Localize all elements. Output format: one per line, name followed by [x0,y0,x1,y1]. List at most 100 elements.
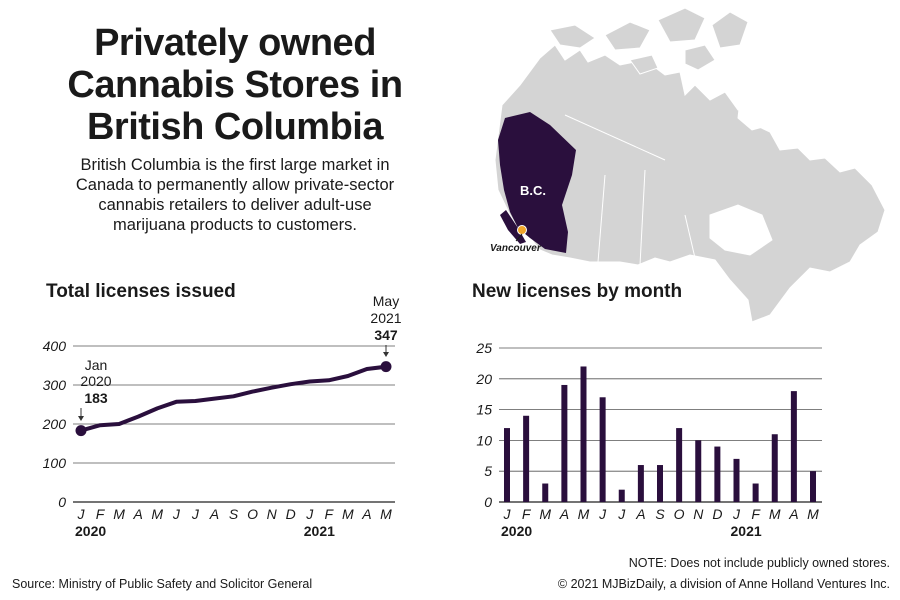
y-tick-label: 300 [43,377,67,393]
x-tick-label: J [732,506,741,522]
bar [542,483,549,502]
bc-region-label: B.C. [520,183,546,198]
year-label: 2020 [501,523,532,539]
bar [504,428,510,502]
annotation-end-label: May [373,293,399,309]
source-text: Source: Ministry of Public Safety and So… [12,577,313,591]
subtitle: British Columbia is the first large mark… [30,155,440,235]
year-label: 2020 [75,523,106,539]
vancouver-label: Vancouver [490,243,542,254]
x-tick-label: J [172,506,181,522]
y-tick-label: 400 [43,338,67,354]
annotation-end-arrowhead [383,352,389,357]
x-tick-label: S [229,506,239,522]
x-tick-label: F [751,506,761,522]
bar [523,415,530,502]
annotation-end-label: 2021 [370,310,401,326]
y-tick-label: 10 [476,432,492,448]
bar [618,489,625,502]
x-tick-label: J [77,506,86,522]
title-line-1: Privately owned [94,22,376,64]
page-title: Privately owned Cannabis Stores in Briti… [20,22,450,148]
annotation-end-value: 347 [374,327,398,343]
bar [657,465,663,502]
y-tick-label: 100 [43,455,67,471]
x-tick-label: A [133,506,143,522]
canada-map: B.C. Vancouver [490,7,886,323]
x-tick-label: M [539,506,551,522]
y-tick-label: 5 [484,463,492,479]
x-tick-label: S [655,506,665,522]
annotation-start-label: 2020 [80,373,111,389]
x-tick-label: F [96,506,106,522]
subtitle-line-3: cannabis retailers to deliver adult-use [98,196,372,214]
x-tick-label: A [209,506,219,522]
x-tick-label: D [712,506,722,522]
vancouver-island [500,210,526,244]
y-tick-label: 15 [476,402,492,418]
x-tick-label: M [342,506,354,522]
x-tick-label: M [578,506,590,522]
bar [695,440,702,502]
subtitle-line-1: British Columbia is the first large mark… [80,156,390,174]
x-tick-label: M [151,506,163,522]
x-tick-label: N [267,506,278,522]
x-tick-label: A [559,506,569,522]
annotation-start-arrowhead [78,416,84,421]
bar [733,458,740,502]
y-tick-label: 0 [58,494,66,510]
x-tick-label: M [769,506,781,522]
x-tick-label: J [617,506,626,522]
subtitle-line-4: marijuana products to customers. [113,216,357,234]
bar-chart-title: New licenses by month [472,281,683,302]
bar [771,434,778,502]
bar [599,397,606,502]
title-line-3: British Columbia [86,106,384,148]
line-chart-title: Total licenses issued [46,281,236,302]
y-tick-label: 20 [475,371,492,387]
data-point [380,361,392,373]
canada-landmass [494,7,886,323]
bar [637,465,644,502]
bar [752,483,759,502]
title-line-2: Cannabis Stores in [67,64,403,106]
y-tick-label: 200 [42,416,67,432]
annotation-start-value: 183 [84,390,108,406]
x-tick-label: M [807,506,819,522]
x-tick-label: O [674,506,685,522]
x-tick-label: J [503,506,512,522]
x-tick-label: J [305,506,314,522]
annotation-start-label: Jan [85,357,108,373]
bar [580,366,587,502]
x-tick-label: D [286,506,296,522]
bc-province [498,112,576,253]
province-borders [564,114,696,266]
subtitle-line-2: Canada to permanently allow private-sect… [75,176,395,194]
bar [561,384,568,502]
bar [790,391,797,502]
note-text: NOTE: Does not include publicly owned st… [628,556,890,570]
x-tick-label: N [693,506,704,522]
x-tick-label: A [788,506,798,522]
x-tick-label: A [635,506,645,522]
bar [676,428,683,502]
x-tick-label: O [247,506,258,522]
x-tick-label: M [113,506,125,522]
copyright-text: © 2021 MJBizDaily, a division of Anne Ho… [557,577,890,591]
y-tick-label: 0 [484,494,492,510]
x-tick-label: J [191,506,200,522]
x-tick-label: J [598,506,607,522]
x-tick-label: F [325,506,335,522]
bar [810,471,816,502]
data-point [75,425,87,437]
y-tick-label: 25 [475,340,492,356]
x-tick-label: F [522,506,532,522]
vancouver-leader-line [515,233,523,242]
year-label: 2021 [731,523,762,539]
year-label: 2021 [304,523,335,539]
series-line [79,364,388,433]
bar [714,446,721,502]
x-tick-label: A [361,506,371,522]
